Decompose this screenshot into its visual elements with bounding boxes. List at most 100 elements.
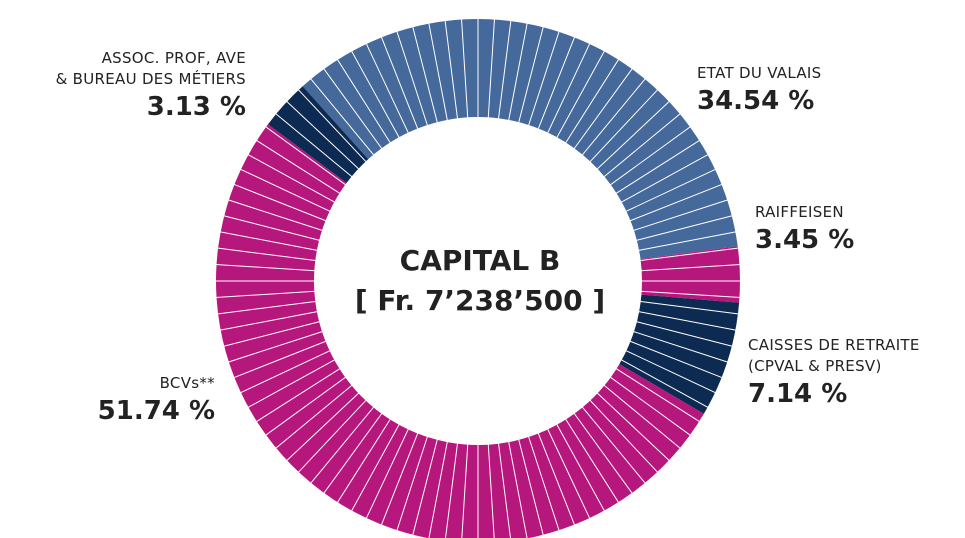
segment-label: RAIFFEISEN [755,203,844,221]
divider [217,247,317,262]
divider [527,30,560,127]
divider [247,359,336,409]
divider [412,26,438,124]
donut-segment [216,124,704,538]
divider [581,406,647,484]
divider [635,215,733,241]
chart-subtitle: [ Fr. 7’238’500 ] [354,284,606,317]
value-label: 3.45 % [755,225,855,255]
divider [233,183,327,222]
divider [239,349,331,394]
divider [620,359,709,409]
divider [589,399,659,474]
divider [350,423,400,512]
divider [264,376,347,436]
divider [219,311,318,331]
divider [239,168,331,213]
divider [365,428,410,520]
divider [396,30,429,127]
value-label: 51.74 % [97,396,215,426]
divider [223,215,321,241]
divider [629,183,723,222]
divider [461,443,469,538]
divider [275,384,353,450]
divider [323,67,383,150]
divider [444,20,459,120]
divider [581,78,647,156]
donut-segment [268,86,369,183]
divider [527,435,560,532]
divider [508,441,528,538]
divider [609,126,692,186]
divider [609,376,692,436]
divider [217,300,317,315]
divider [625,349,717,394]
divider [309,406,375,484]
divider [603,384,681,450]
divider [297,88,367,163]
divider [640,290,741,299]
donut-segment [640,246,740,303]
divider [380,36,419,130]
divider [223,321,321,347]
divider [635,321,733,347]
divider [573,412,633,495]
value-label: 3.13 % [146,92,246,122]
divider [639,300,739,315]
divider [556,50,606,139]
divider [620,153,709,203]
divider [632,199,729,232]
divider [564,58,620,144]
divider [380,432,419,526]
divider [412,438,438,536]
divider [487,443,495,538]
divider [596,392,671,462]
divider [428,441,448,538]
divider [445,442,459,538]
divider [639,247,739,262]
divider [546,428,591,520]
divider [537,432,576,526]
divider [508,22,528,121]
divider [365,42,410,134]
divider [275,112,353,178]
divider [497,20,512,120]
divider [556,423,606,512]
divider [625,168,717,213]
divider [255,367,341,423]
divider [297,399,367,474]
divider [428,22,448,121]
divider [573,67,633,150]
divider [564,418,620,504]
divider [615,139,701,195]
divider [537,36,576,130]
divider [323,412,383,495]
divider [264,126,347,186]
value-label: 7.14 % [748,379,848,409]
divider [640,263,741,272]
divider [285,392,360,462]
divider [546,42,591,134]
divider [219,231,318,251]
donut-segment [619,294,740,414]
segment-label: ASSOC. PROF, AVE & BUREAU DES MÉTIERS [55,49,246,88]
divider [227,330,324,363]
divider [309,78,375,156]
divider [589,88,659,163]
divider [255,139,341,195]
divider [336,418,392,504]
divider [227,199,324,232]
divider [350,50,400,139]
divider [497,442,511,538]
chart-title: CAPITAL B [399,244,561,277]
divider [247,153,336,203]
divider [396,435,429,532]
divider [336,58,392,144]
divider [233,340,327,379]
divider [487,18,496,119]
divider [215,263,316,272]
divider [638,231,737,251]
divider [596,100,671,170]
